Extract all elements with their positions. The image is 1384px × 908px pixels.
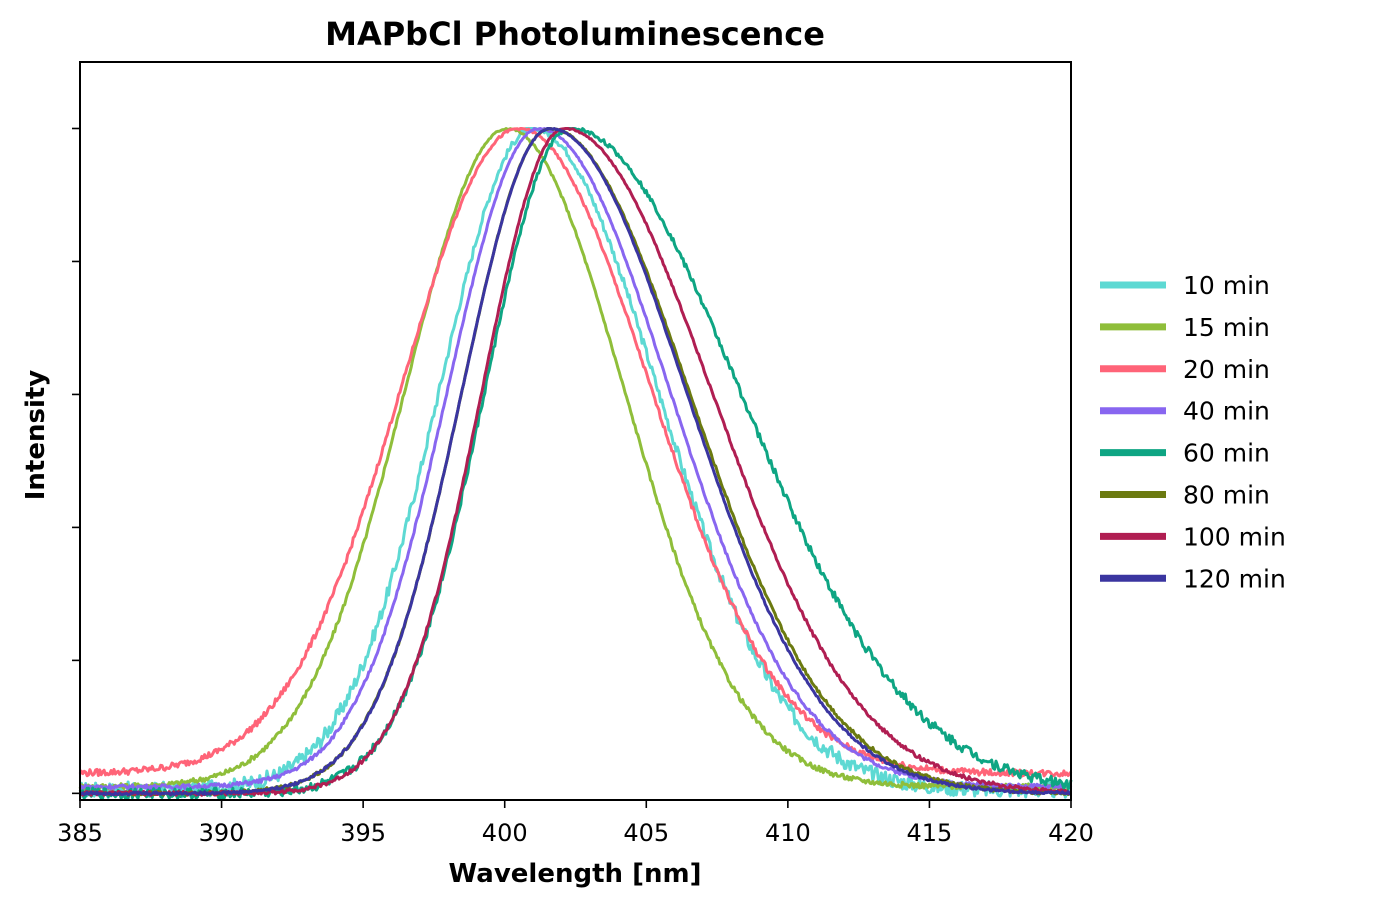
series-line <box>78 127 1073 778</box>
x-tick-label: 395 <box>340 819 386 847</box>
x-tick-label: 420 <box>1048 819 1094 847</box>
series-line <box>79 127 1072 799</box>
x-tick-label: 385 <box>57 819 103 847</box>
x-axis-label: Wavelength [nm] <box>449 859 702 889</box>
y-axis-ticks <box>72 127 80 795</box>
legend: 10 min 15 min 20 min 40 min 60 min 80 min 100 … <box>1100 271 1286 593</box>
legend-label: 60 min <box>1183 439 1270 468</box>
legend-label: 100 min <box>1183 522 1286 551</box>
series-line <box>78 127 1072 791</box>
x-tick-label: 390 <box>199 819 245 847</box>
legend-label: 80 min <box>1183 481 1270 510</box>
chart-title: MAPbCl Photoluminescence <box>325 15 825 53</box>
legend-label: 15 min <box>1183 313 1270 342</box>
series-line <box>79 127 1072 797</box>
x-tick-label: 405 <box>623 819 669 847</box>
x-axis-ticks: 385 390 395 400 405 410 415 420 <box>57 800 1094 847</box>
x-tick-label: 415 <box>907 819 953 847</box>
series-line <box>79 127 1073 791</box>
x-tick-label: 410 <box>765 819 811 847</box>
x-tick-label: 400 <box>482 819 528 847</box>
legend-label: 20 min <box>1183 355 1270 384</box>
y-axis-label: Intensity <box>21 370 51 501</box>
plot-frame <box>79 61 1072 801</box>
legend-label: 10 min <box>1183 271 1270 300</box>
legend-label: 120 min <box>1183 564 1286 593</box>
legend-label: 40 min <box>1183 397 1270 426</box>
series-line <box>79 127 1072 797</box>
plot-lines <box>78 127 1073 800</box>
